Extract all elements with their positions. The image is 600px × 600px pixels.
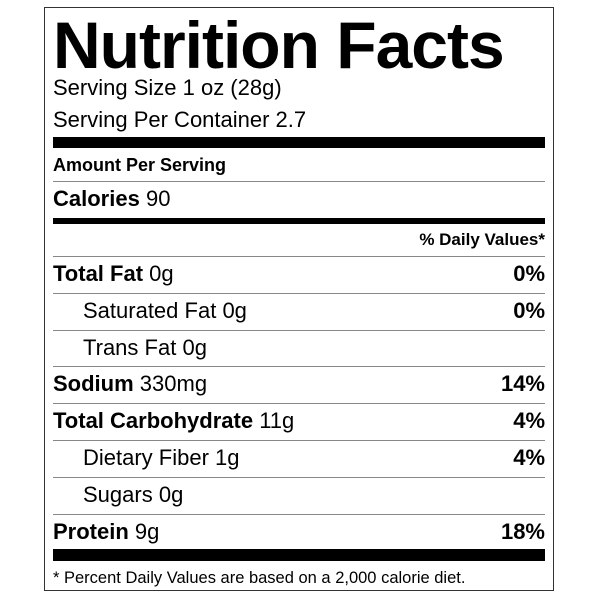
nutrient-amount: 11g: [259, 408, 295, 434]
nutrient-daily-value: 4%: [513, 408, 545, 434]
nutrient-amount: 0g: [222, 297, 247, 323]
nutrient-amount: 330mg: [139, 371, 208, 397]
nutrient-amount: 0g: [149, 261, 174, 286]
nutrient-amount: 0g: [158, 481, 184, 507]
divider: [53, 513, 545, 515]
footnote: * Percent Daily Values are based on a 2,…: [53, 569, 466, 587]
nutrient-row: Protein 9g 18%: [53, 514, 545, 550]
nutrient-amount: 9g: [134, 518, 160, 544]
nutrient-amount: 0g: [182, 334, 207, 360]
serving-size: Serving Size 1 oz (28g): [53, 75, 282, 100]
divider: [53, 476, 545, 478]
nutrient-label: Saturated Fat: [83, 297, 217, 323]
thick-divider: [53, 137, 545, 148]
divider: [53, 256, 545, 257]
nutrient-row: Trans Fat 0g: [53, 330, 545, 366]
nutrient-daily-value: 14%: [500, 371, 545, 397]
divider: [53, 181, 545, 182]
nutrient-row: Sodium 330mg 14%: [53, 366, 545, 402]
calories-label: Calories: [53, 186, 140, 211]
nutrient-row: Total Fat 0g 0%: [53, 256, 545, 292]
nutrient-label: Protein: [53, 518, 129, 544]
nutrient-label: Sugars: [83, 481, 153, 507]
nutrient-label: Total Fat: [53, 261, 144, 286]
calories-value: 90: [145, 186, 171, 211]
amount-per-serving: Amount Per Serving: [53, 155, 227, 175]
nutrient-row: Sugars 0g: [53, 477, 545, 513]
nutrient-daily-value: 0%: [513, 297, 545, 323]
daily-values-header: % Daily Values*: [419, 230, 545, 249]
nutrient-label: Total Carbohydrate: [53, 408, 254, 434]
divider: [53, 403, 545, 405]
nutrition-label: Nutrition Facts Serving Size 1 oz (28g) …: [44, 7, 554, 591]
medium-divider: [53, 218, 545, 224]
nutrient-row: Total Carbohydrate 11g 4%: [53, 403, 545, 439]
servings-per-container: Serving Per Container 2.7: [53, 107, 307, 132]
nutrient-daily-value: 18%: [500, 518, 545, 544]
nutrient-row: Saturated Fat 0g 0%: [53, 293, 545, 329]
nutrient-amount: 1g: [215, 445, 240, 470]
nutrient-row: Dietary Fiber 1g 4%: [53, 440, 545, 476]
divider: [53, 440, 545, 441]
nutrient-label: Trans Fat: [83, 334, 177, 360]
nutrient-daily-value: 0%: [513, 261, 545, 286]
divider: [53, 292, 545, 294]
nutrient-label: Sodium: [53, 371, 134, 397]
label-title: Nutrition Facts: [53, 8, 505, 82]
divider: [53, 329, 545, 331]
thick-divider: [53, 549, 545, 561]
calories-row: Calories 90: [53, 181, 545, 217]
nutrient-label: Dietary Fiber: [83, 445, 209, 470]
nutrient-daily-value: 4%: [513, 445, 545, 470]
divider: [53, 366, 545, 368]
